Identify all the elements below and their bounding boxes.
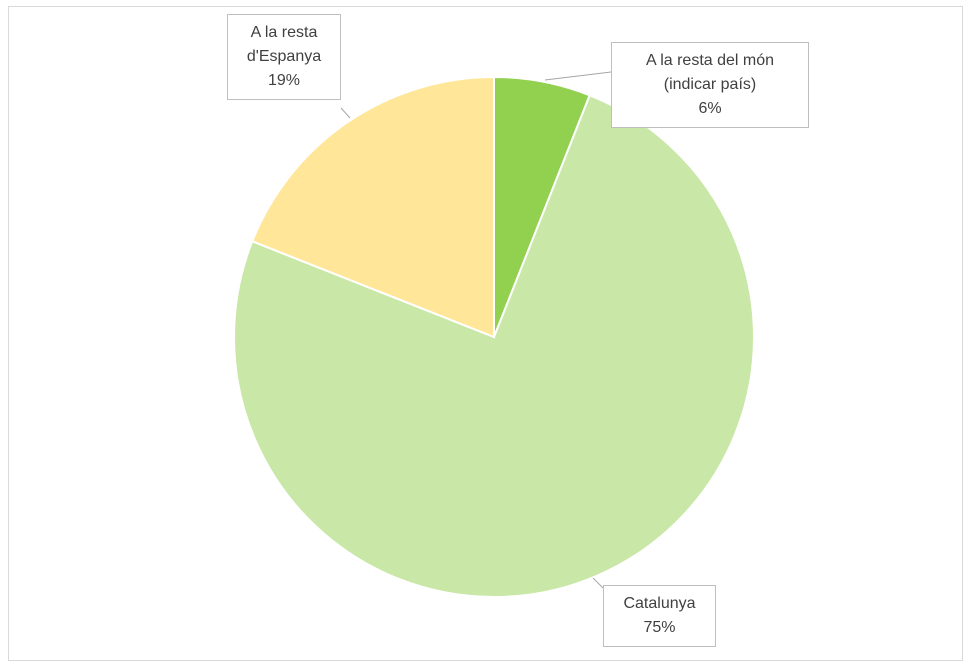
leader-line <box>544 71 612 81</box>
leader-line <box>592 577 604 589</box>
label-name: A la resta d'Espanya <box>246 24 322 65</box>
pie-slice <box>233 93 755 598</box>
label-value: 6% <box>698 100 722 117</box>
data-label: Catalunya 75% <box>603 585 716 647</box>
leader-line <box>340 107 351 119</box>
label-value: 75% <box>643 619 676 636</box>
data-label: A la resta del món (indicar país) 6% <box>611 42 809 128</box>
label-name: Catalunya <box>623 595 696 612</box>
label-value: 19% <box>267 72 301 89</box>
label-name: A la resta del món (indicar país) <box>645 52 775 93</box>
pie-slice <box>250 75 495 339</box>
data-label: A la resta d'Espanya 19% <box>227 14 341 100</box>
